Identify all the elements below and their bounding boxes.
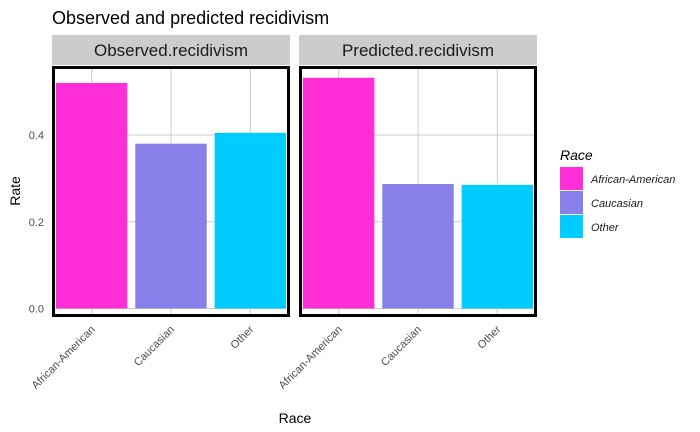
facet-strip-label: Observed.recidivism [94,41,248,60]
y-tick-label: 0.0 [29,304,44,316]
panel-border [299,66,537,317]
x-tick-label: Other [229,323,257,351]
y-axis-title: Rate [7,176,23,206]
x-tick-label: African-American [277,324,345,392]
y-tick-label: 0.4 [29,130,44,142]
bar [55,82,128,309]
chart-title: Observed and predicted recidivism [52,8,329,28]
bar [135,143,207,309]
legend-label: African-American [590,174,675,186]
facet-panels: Observed.recidivism African-American Cauca… [29,35,537,392]
bar [214,132,287,309]
x-tick-label: Other [476,323,504,351]
facet-strip-label: Predicted.recidivism [342,41,494,60]
panel-border [52,66,290,317]
bar [461,184,534,309]
x-axis-title: Race [279,410,312,426]
legend-key [560,215,583,238]
legend-items: African-American Caucasian Other [560,167,675,238]
x-tick-label: Caucasian [379,324,424,369]
legend: Race African-American Caucasian Other [560,147,675,238]
y-tick-label: 0.2 [29,217,44,229]
legend-key [560,191,583,214]
bar [382,184,454,309]
x-tick-label: African-American [30,324,98,392]
facet-panel: Predicted.recidivism African-American Cauc… [277,35,537,392]
bar [302,77,375,309]
facet-strip [299,35,537,65]
legend-title: Race [560,147,593,163]
facet-strip [52,35,290,65]
facet-panel: Observed.recidivism African-American Cauca… [30,35,290,392]
legend-label: Other [591,222,620,234]
legend-label: Caucasian [591,198,643,210]
x-tick-label: Caucasian [132,324,177,369]
legend-key [560,167,583,190]
